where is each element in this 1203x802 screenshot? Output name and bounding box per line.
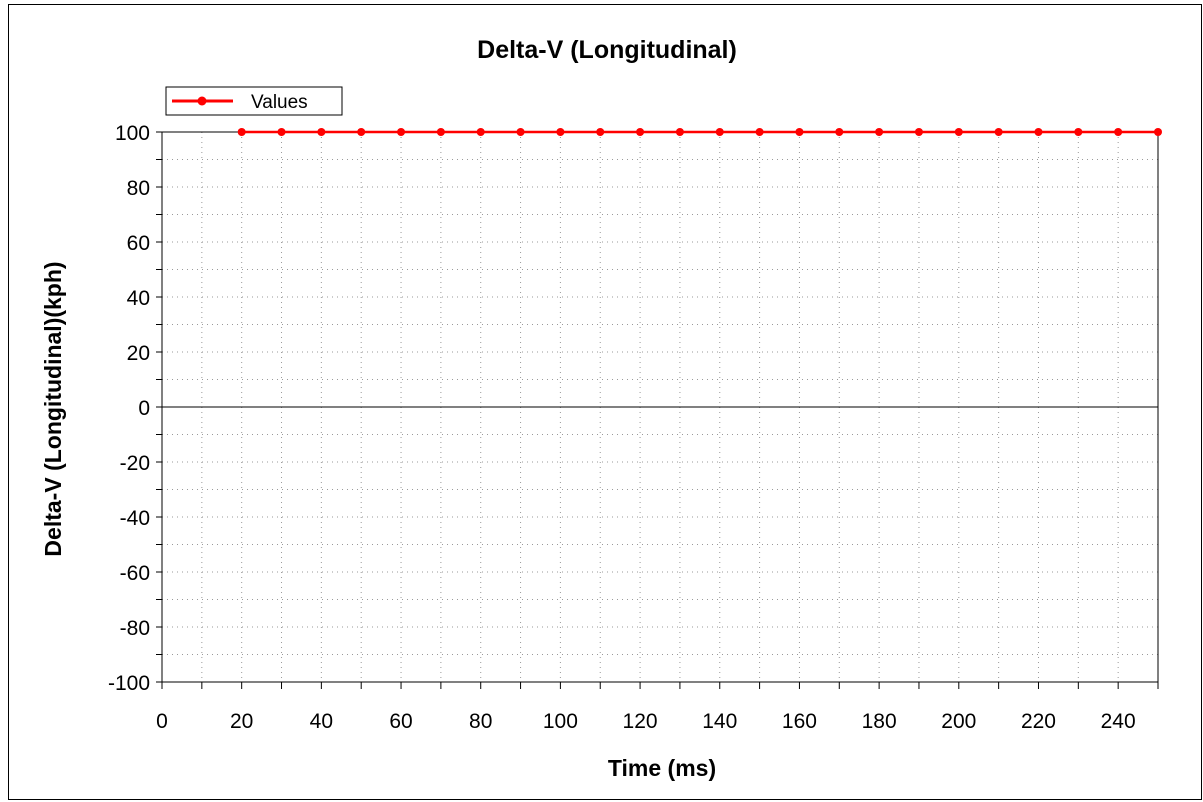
data-point bbox=[675, 128, 684, 136]
x-tick-label: 20 bbox=[230, 710, 253, 733]
y-tick-label: -100 bbox=[108, 672, 150, 695]
axes-layer bbox=[161, 131, 1159, 683]
x-tick-label: 80 bbox=[469, 710, 492, 733]
data-point bbox=[755, 128, 764, 136]
data-point bbox=[1154, 128, 1162, 136]
y-tick-label: 40 bbox=[127, 287, 150, 310]
data-point bbox=[436, 128, 445, 136]
data-point bbox=[556, 128, 565, 136]
y-tick-label: -40 bbox=[120, 507, 150, 530]
series-layer bbox=[237, 128, 1162, 136]
x-tick-label: 100 bbox=[543, 710, 578, 733]
y-axis-title: Delta-V (Longitudinal)(kph) bbox=[40, 261, 66, 556]
x-tick-label: 240 bbox=[1101, 710, 1136, 733]
legend: Values bbox=[165, 86, 343, 116]
y-tick-label: -80 bbox=[120, 617, 150, 640]
legend-marker-swatch bbox=[197, 96, 207, 106]
data-point bbox=[237, 128, 246, 136]
data-point bbox=[277, 128, 286, 136]
data-point bbox=[476, 128, 485, 136]
data-point bbox=[397, 128, 406, 136]
y-tick-label: 60 bbox=[127, 232, 150, 255]
y-tick-label: -20 bbox=[120, 452, 150, 475]
y-tick-label: 100 bbox=[115, 122, 150, 145]
chart-title: Delta-V (Longitudinal) bbox=[477, 36, 737, 64]
data-point bbox=[317, 128, 326, 136]
data-point bbox=[1034, 128, 1043, 136]
data-point bbox=[715, 128, 724, 136]
y-tick-label: -60 bbox=[120, 562, 150, 585]
data-point bbox=[596, 128, 605, 136]
data-point bbox=[994, 128, 1003, 136]
data-point bbox=[914, 128, 923, 136]
x-tick-label: 220 bbox=[1021, 710, 1056, 733]
x-tick-label: 0 bbox=[156, 710, 168, 733]
data-point bbox=[636, 128, 645, 136]
data-point bbox=[835, 128, 844, 136]
x-tick-label: 200 bbox=[941, 710, 976, 733]
chart-frame: Delta-V (Longitudinal) 100 80 60 40 20 0 -20 -4… bbox=[8, 4, 1202, 800]
x-tick-label: 180 bbox=[862, 710, 897, 733]
x-tick-label: 140 bbox=[702, 710, 737, 733]
data-point bbox=[795, 128, 804, 136]
x-tick-label: 160 bbox=[782, 710, 817, 733]
data-point bbox=[357, 128, 366, 136]
legend-label: Values bbox=[251, 92, 308, 113]
data-point bbox=[516, 128, 525, 136]
y-tick-label: 0 bbox=[138, 397, 150, 420]
x-tick-label: 40 bbox=[310, 710, 333, 733]
y-tick-label: 80 bbox=[127, 177, 150, 200]
y-tick-label: 20 bbox=[127, 342, 150, 365]
chart-canvas: Delta-V (Longitudinal) 100806040200-20-4… bbox=[40, 36, 1162, 781]
data-point bbox=[1114, 128, 1123, 136]
x-tick-label: 120 bbox=[623, 710, 658, 733]
data-point bbox=[1074, 128, 1083, 136]
data-point bbox=[954, 128, 963, 136]
x-axis-title: Time (ms) bbox=[608, 755, 716, 781]
x-tick-label: 60 bbox=[389, 710, 412, 733]
data-point bbox=[875, 128, 884, 136]
